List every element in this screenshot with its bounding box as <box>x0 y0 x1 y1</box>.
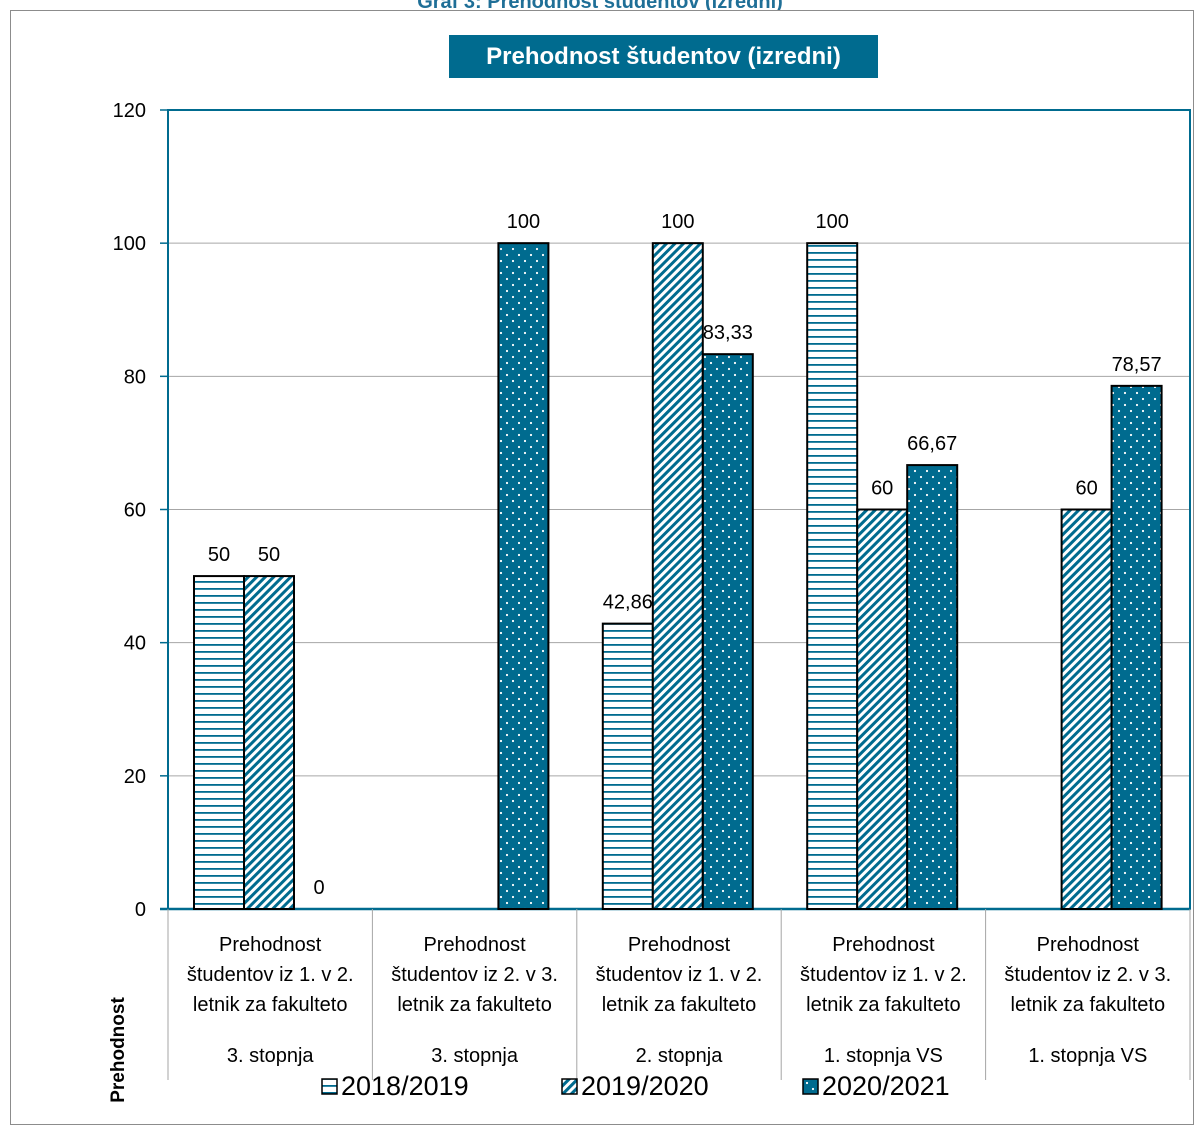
category-label: Prehodnost <box>219 934 322 956</box>
category-label: letnik za fakulteto <box>806 994 961 1016</box>
legend-label: 2020/2021 <box>822 1071 950 1101</box>
data-label: 100 <box>507 211 540 233</box>
page-caption: Graf 3: Prehodnost študentov (izredni) <box>417 0 783 13</box>
category-label: študentov iz 1. v 2. <box>800 964 967 986</box>
bar-2020-2021 <box>701 353 754 910</box>
y-tick-label: 80 <box>124 366 146 388</box>
y-axis-title: Prehodnost <box>108 997 129 1103</box>
category-group-label: 3. stopnja <box>431 1045 519 1067</box>
category-group-label: 3. stopnja <box>227 1045 315 1067</box>
data-label: 60 <box>1075 478 1097 500</box>
data-label: 50 <box>258 544 280 566</box>
data-labels: 50 42,86 100 50 100 60 60 0 100 83,33 66,67 78,57 <box>208 211 1162 899</box>
bar-2020-2021 <box>497 242 550 910</box>
chart-frame <box>10 10 1194 1125</box>
bar-2019-2020 <box>243 575 295 910</box>
data-label: 50 <box>208 544 230 566</box>
chart-title: Prehodnost študentov (izredni) <box>449 35 878 78</box>
data-label: 83,33 <box>703 322 753 344</box>
category-label: študentov iz 1. v 2. <box>596 964 763 986</box>
y-tick-label: 20 <box>124 766 146 788</box>
y-tick-label: 100 <box>113 233 146 255</box>
category-label: Prehodnost <box>832 934 935 956</box>
bar-2019-2020 <box>856 508 909 910</box>
category-label: Prehodnost <box>423 934 526 956</box>
category-label: študentov iz 2. v 3. <box>391 964 558 986</box>
bar-2020-2021 <box>906 464 959 910</box>
legend-label: 2019/2020 <box>581 1071 709 1101</box>
data-label: 0 <box>313 877 324 899</box>
category-label: Prehodnost <box>628 934 731 956</box>
y-tick-label: 60 <box>124 500 146 522</box>
category-group-label: 1. stopnja VS <box>824 1045 943 1067</box>
legend-swatch <box>321 1078 338 1095</box>
bar-2018-2019 <box>601 622 654 910</box>
data-label: 78,57 <box>1112 354 1162 376</box>
category-group-label: 1. stopnja VS <box>1028 1045 1147 1067</box>
legend: 2018/2019 2019/2020 2020/2021 <box>321 1071 950 1101</box>
category-label: letnik za fakulteto <box>397 994 552 1016</box>
bar-2019-2020 <box>1060 508 1113 910</box>
y-tick-label: 40 <box>124 633 146 655</box>
bar-2018-2019 <box>806 242 859 910</box>
category-label: študentov iz 1. v 2. <box>187 964 354 986</box>
legend-label: 2018/2019 <box>341 1071 469 1101</box>
category-label: študentov iz 2. v 3. <box>1004 964 1171 986</box>
data-label: 66,67 <box>907 433 957 455</box>
bar-2020-2021 <box>1110 384 1163 910</box>
category-axis-labels: Prehodnost študentov iz 1. v 2. letnik za … <box>167 909 1191 1080</box>
legend-swatch <box>802 1078 819 1095</box>
category-label: letnik za fakulteto <box>1011 994 1166 1016</box>
category-group-label: 2. stopnja <box>636 1045 724 1067</box>
category-label: Prehodnost <box>1037 934 1140 956</box>
data-label: 100 <box>661 211 694 233</box>
y-tick-label: 0 <box>135 899 146 921</box>
y-tick-label: 120 <box>113 100 146 122</box>
data-label: 100 <box>816 211 849 233</box>
bar-2019-2020 <box>651 242 704 910</box>
bars <box>193 242 1163 910</box>
category-label: letnik za fakulteto <box>602 994 757 1016</box>
category-label: letnik za fakulteto <box>193 994 348 1016</box>
data-label: 42,86 <box>603 592 653 614</box>
legend-swatch <box>561 1078 578 1095</box>
data-label: 60 <box>871 478 893 500</box>
bar-2018-2019 <box>193 575 245 910</box>
